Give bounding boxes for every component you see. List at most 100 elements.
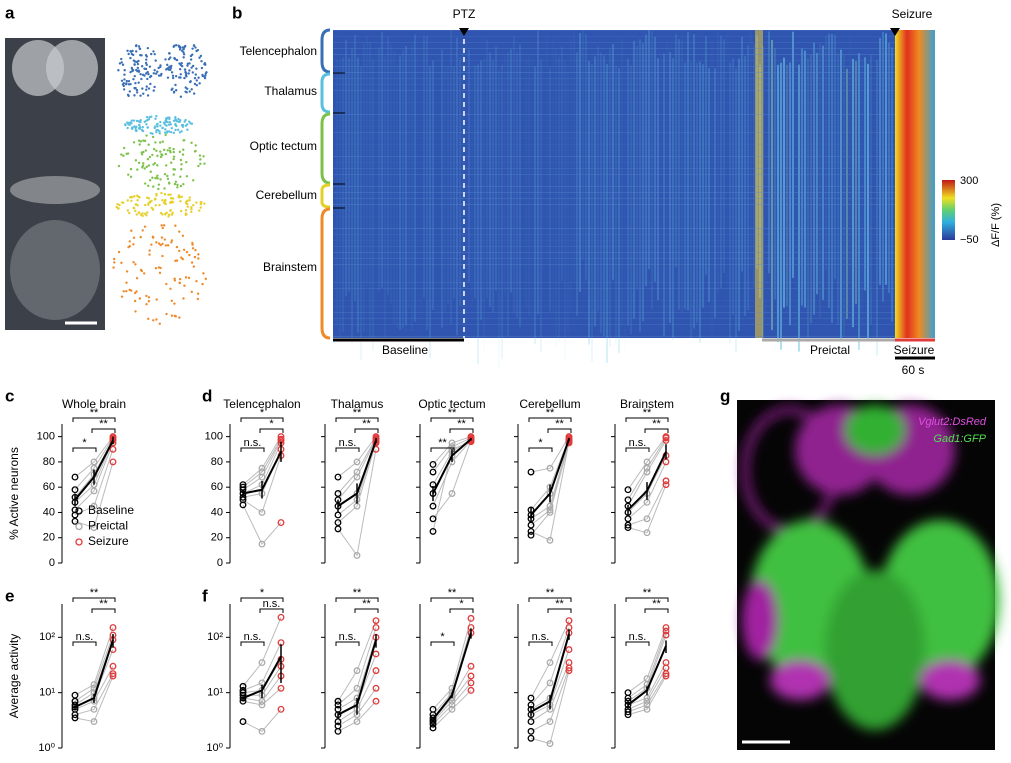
heatmap-column [546, 33, 548, 264]
heatmap-column [753, 43, 755, 288]
heatmap-row [333, 132, 895, 133]
neuron-dot [183, 284, 186, 287]
neuron-dot [145, 55, 149, 58]
neuron-dot [128, 240, 131, 243]
fish-line [432, 690, 472, 729]
fish-point [565, 664, 573, 672]
neuron-dot [133, 94, 136, 97]
y-tick-label: 100 [37, 431, 55, 443]
neuron-dot [190, 66, 193, 69]
neuron-dot [177, 44, 180, 47]
sig-label: n.s. [629, 631, 647, 643]
fish-point [71, 711, 79, 719]
fish-point [90, 458, 98, 466]
neuron-dot [134, 310, 137, 313]
heatmap-row [333, 48, 895, 49]
heatmap-column [675, 34, 677, 268]
neuron-dot [182, 56, 185, 59]
neuron-dot [127, 79, 131, 83]
neuron-dot [190, 141, 193, 145]
fish-point [353, 551, 361, 559]
neuron-dot [169, 201, 172, 205]
neuron-dot [188, 90, 191, 93]
neuron-dot [140, 54, 143, 57]
heatmap-column [348, 57, 350, 292]
image-region [46, 40, 98, 96]
heatmap-column [755, 30, 763, 338]
heatmap-column [519, 44, 521, 328]
neuron-dot [151, 176, 154, 179]
heatmap-row [333, 300, 895, 301]
heatmap-column [723, 39, 725, 273]
neuron-dot [144, 72, 148, 75]
fish-point [353, 667, 361, 675]
sig-label: n.s. [76, 631, 94, 643]
fish-point [90, 705, 98, 713]
heatmap-column [432, 60, 434, 310]
neuron-dot [191, 247, 195, 250]
fish-line [337, 442, 377, 523]
fish-line [337, 437, 377, 494]
neuron-dot [120, 201, 124, 204]
neuron-dot [183, 68, 187, 71]
neuron-dot [137, 81, 140, 84]
heatmap-column [774, 48, 776, 300]
chart-title: Optic tectum [418, 397, 485, 411]
blob [845, 405, 905, 455]
heatmap-row [333, 192, 895, 193]
heatmap-column [678, 38, 680, 310]
neuron-dot [156, 164, 159, 167]
heatmap-row [333, 246, 895, 247]
neuron-dot [185, 213, 188, 216]
neuron-dot [135, 44, 138, 47]
fish-point [277, 519, 285, 527]
y-tick-label: 60 [211, 481, 223, 493]
neuron-dot [126, 199, 129, 202]
heatmap-column [366, 36, 368, 287]
neuron-dot [146, 158, 150, 161]
heatmap-column [540, 58, 542, 352]
neuron-dot [180, 62, 183, 65]
heatmap-column [423, 35, 425, 298]
fish-point [258, 701, 266, 709]
sig-bracket [354, 608, 379, 613]
neuron-dot [195, 279, 198, 283]
neuron-dot [182, 51, 185, 54]
neuron-dot [169, 130, 173, 134]
neuron-dot [154, 72, 158, 75]
region-label: Thalamus [264, 84, 317, 98]
neuron-dot [132, 119, 136, 122]
heatmap-row [333, 30, 895, 31]
neuron-dot [184, 200, 188, 204]
neuron-dot [155, 114, 158, 118]
fish-line [242, 440, 282, 491]
sig-bracket [335, 447, 360, 452]
sig-bracket [449, 428, 474, 433]
heatmap-row [333, 138, 895, 139]
neuron-dot [174, 315, 177, 318]
heatmap-column [882, 31, 884, 302]
heatmap-column [624, 67, 626, 353]
region-brackets [320, 28, 345, 340]
heatmap-column [504, 56, 506, 295]
heatmap-row [333, 180, 895, 181]
fish-point [662, 624, 670, 632]
neuron-dot [154, 266, 158, 270]
fish-point [429, 468, 437, 476]
chart-title: Brainstem [620, 397, 674, 411]
heatmap-column [555, 48, 557, 348]
neuron-dot [174, 83, 177, 87]
heatmap-row [333, 312, 895, 313]
neuron-dot [166, 177, 170, 181]
neuron-dot [178, 62, 181, 65]
heatmap-row [333, 264, 895, 265]
neuron-dot [138, 143, 141, 146]
neuron-dot [158, 271, 162, 275]
neuron-dot [173, 168, 177, 171]
sig-label: ** [353, 587, 362, 599]
heatmap-row [333, 204, 895, 205]
neuron-dot [147, 164, 151, 167]
neuron-dot [147, 317, 150, 320]
neuron-dot [144, 203, 147, 207]
neuron-dot [140, 269, 144, 273]
